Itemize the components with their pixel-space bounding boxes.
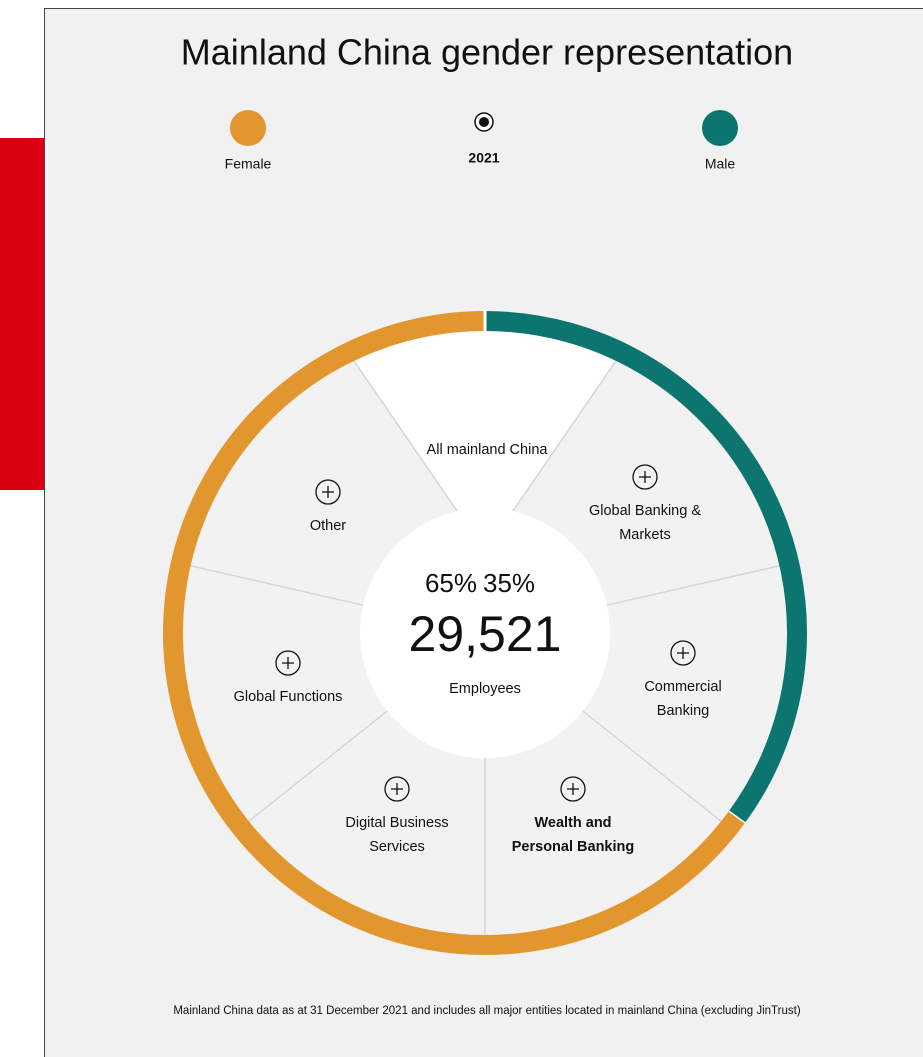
segment-label[interactable]: Digital Business xyxy=(345,815,448,831)
legend-male-swatch[interactable] xyxy=(702,110,738,146)
expand-plus xyxy=(639,471,651,483)
segment-selected[interactable] xyxy=(353,331,617,512)
footnote: Mainland China data as at 31 December 20… xyxy=(173,1005,800,1017)
male-percent: 35% xyxy=(483,568,535,598)
employee-caption: Employees xyxy=(449,681,521,697)
legend-male-label[interactable]: Male xyxy=(705,156,736,172)
segment-divider xyxy=(512,360,617,512)
segment-label[interactable]: Global Banking & xyxy=(589,503,701,519)
segment-divider xyxy=(190,565,364,606)
segment-label[interactable]: Wealth and xyxy=(534,815,611,831)
expand-icon[interactable] xyxy=(560,776,586,802)
center-disk xyxy=(360,508,610,758)
year-label[interactable]: 2021 xyxy=(468,150,499,166)
expand-icon[interactable] xyxy=(275,650,301,676)
expand-icon[interactable] xyxy=(384,776,410,802)
year-radio-dot xyxy=(479,117,489,127)
expand-icon[interactable] xyxy=(632,464,658,490)
segment-divider xyxy=(606,565,780,606)
expand-plus xyxy=(282,657,294,669)
expand-plus xyxy=(677,647,689,659)
segment-label[interactable]: Global Functions xyxy=(234,689,343,705)
donut: 65% 35% 29,521 Employees All mainland China G… xyxy=(163,310,807,955)
expand-plus xyxy=(322,486,334,498)
segment-divider xyxy=(582,710,722,822)
segment-label[interactable]: Personal Banking xyxy=(512,839,634,855)
employee-total: 29,521 xyxy=(409,606,562,662)
segment-label[interactable]: Banking xyxy=(657,703,709,719)
donut-arc xyxy=(163,311,746,955)
segment-label[interactable]: Commercial xyxy=(644,679,721,695)
expand-plus xyxy=(567,783,579,795)
segment-label[interactable]: Services xyxy=(369,839,425,855)
accent-bar xyxy=(0,138,44,490)
female-percent: 65% xyxy=(425,568,477,598)
segment-divider xyxy=(248,710,388,822)
legend-female-swatch[interactable] xyxy=(230,110,266,146)
segment-label[interactable]: Markets xyxy=(619,527,671,543)
title: Mainland China gender representation xyxy=(181,32,793,73)
expand-icon[interactable] xyxy=(315,479,341,505)
legend-female-label[interactable]: Female xyxy=(225,156,272,172)
segment-label[interactable]: Other xyxy=(310,518,346,534)
expand-icon[interactable] xyxy=(670,640,696,666)
segment-label[interactable]: All mainland China xyxy=(427,442,549,458)
segment-divider xyxy=(353,360,458,512)
expand-plus xyxy=(391,783,403,795)
donut-arc xyxy=(484,311,807,823)
